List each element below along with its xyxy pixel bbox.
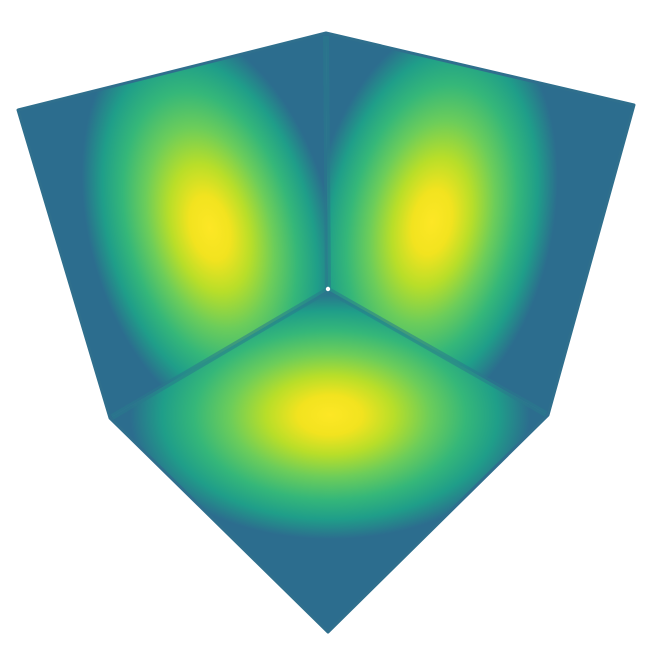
cube-seams [110,35,548,420]
seam-right [326,287,548,417]
seam-top [323,35,331,291]
center-vertex-dot [325,286,331,292]
cube-outline [16,31,636,634]
seam-left [110,287,330,420]
